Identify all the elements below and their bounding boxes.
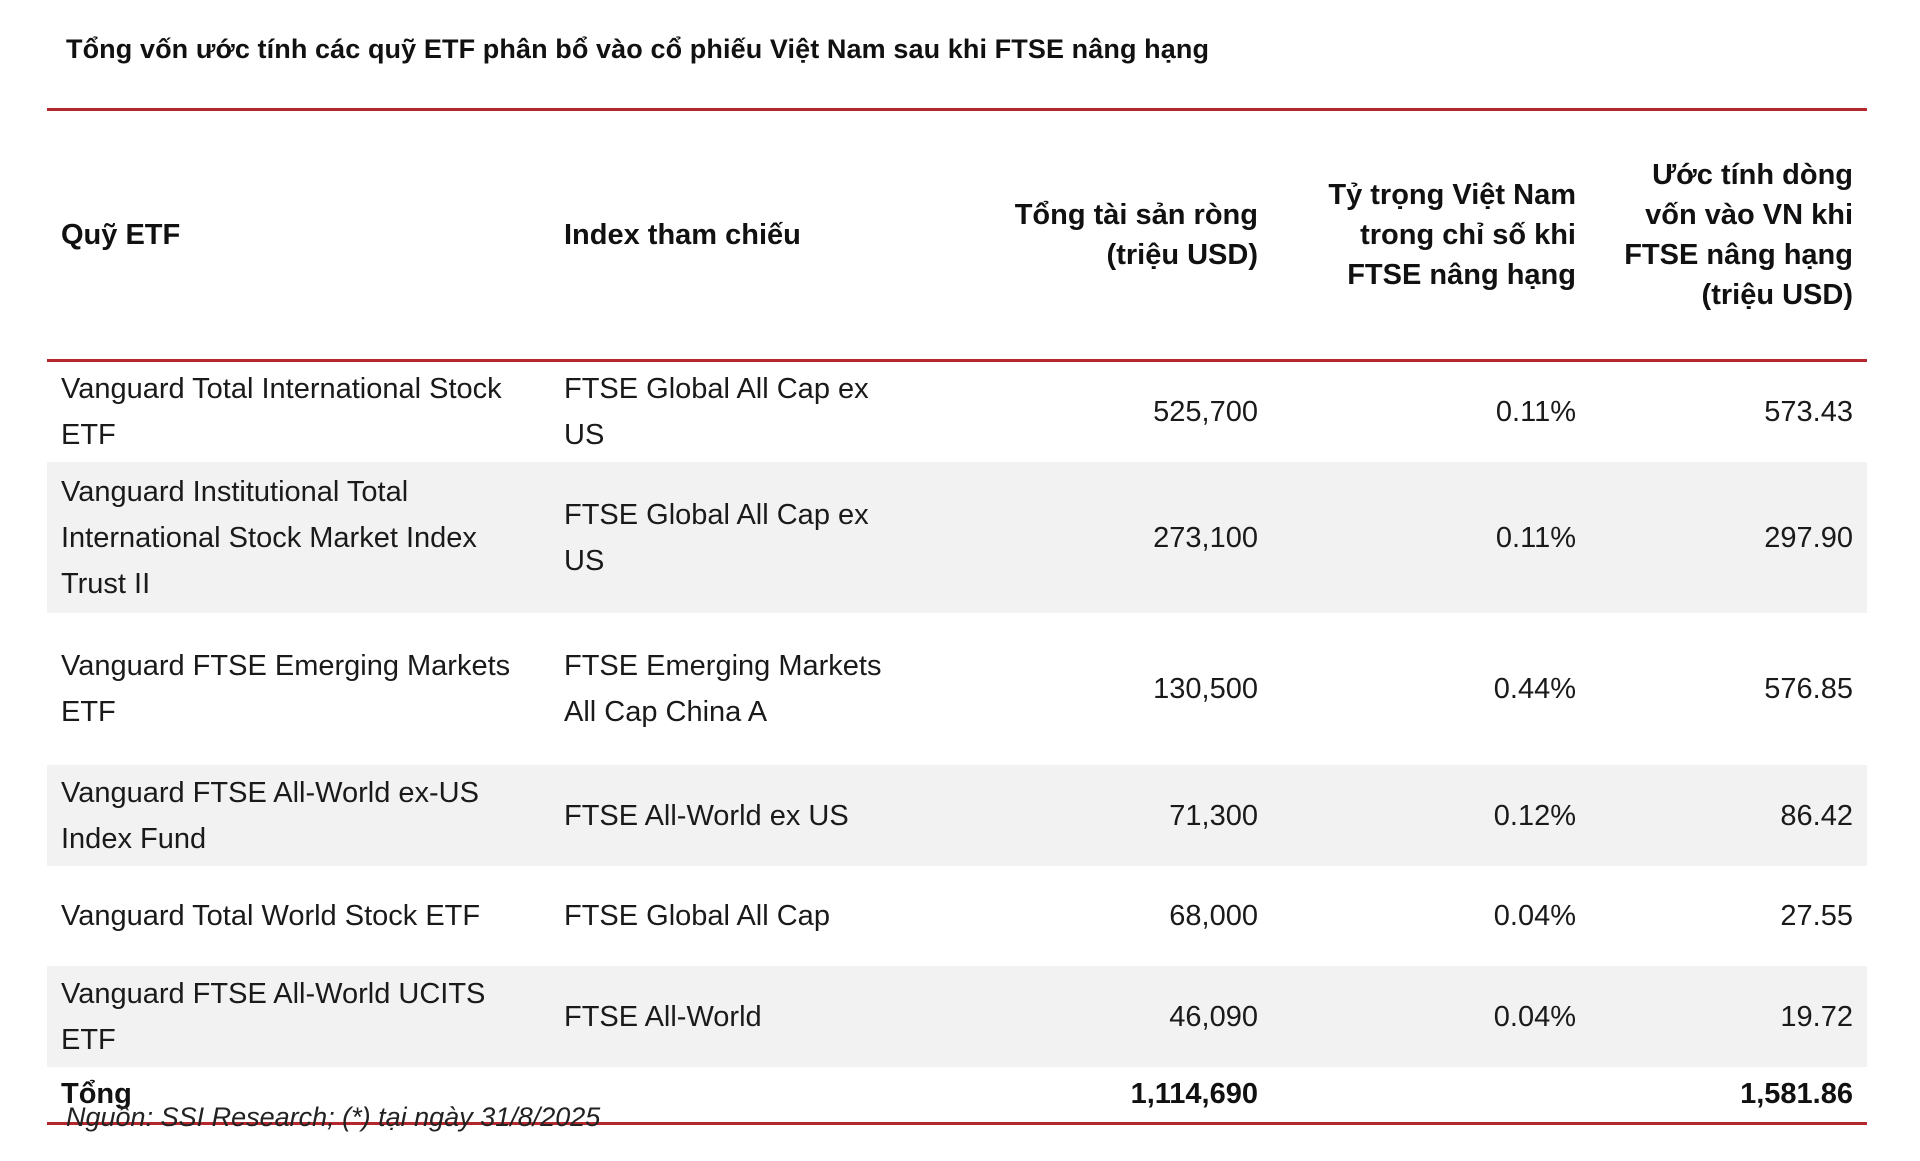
cell-net-assets: 130,500 <box>1153 673 1258 705</box>
header-net-assets: Tổng tài sản ròng (triệu USD) <box>1014 199 1258 271</box>
table-row: Vanguard Institutional Total Internation… <box>47 462 1867 613</box>
cell-index: FTSE All-World <box>550 966 925 1067</box>
table-body: Vanguard Total International Stock ETF F… <box>47 361 1867 1067</box>
cell-inflow: 297.90 <box>1590 462 1867 613</box>
cell-inflow: 19.72 <box>1590 966 1867 1067</box>
table-row: Vanguard Total World Stock ETF FTSE Glob… <box>47 866 1867 966</box>
table-row: Vanguard FTSE Emerging Markets ETF FTSE … <box>47 613 1867 765</box>
header-row: Quỹ ETF Index tham chiếu Tổng tài sản rò… <box>47 109 1867 361</box>
total-net-assets: 1,114,690 <box>1130 1078 1258 1110</box>
cell-index: FTSE Emerging Markets All Cap China A <box>564 650 882 728</box>
cell-net-assets: 525,700 <box>1153 396 1258 428</box>
header-vn-weight: Tỷ trọng Việt Nam trong chỉ số khi FTSE … <box>1328 179 1576 291</box>
cell-net-assets: 273,100 <box>925 462 1272 613</box>
cell-vn-weight: 0.11% <box>1495 396 1576 428</box>
table-row: Vanguard FTSE All-World UCITS ETF FTSE A… <box>47 966 1867 1067</box>
table-row: Vanguard Total International Stock ETF F… <box>47 361 1867 463</box>
header-inflow: Ước tính dòng vốn vào VN khi FTSE nâng h… <box>1624 159 1853 311</box>
cell-fund: Vanguard FTSE Emerging Markets ETF <box>61 650 511 728</box>
cell-inflow: 27.55 <box>1780 900 1853 932</box>
cell-index: FTSE All-World ex US <box>550 765 925 866</box>
cell-net-assets: 68,000 <box>1169 900 1258 932</box>
total-row: Tổng 1,114,690 1,581.86 <box>47 1067 1867 1124</box>
cell-index: FTSE Global All Cap ex US <box>550 462 925 613</box>
cell-fund: Vanguard Institutional Total Internation… <box>47 462 550 613</box>
table-footer: Tổng 1,114,690 1,581.86 <box>47 1067 1867 1124</box>
cell-inflow: 576.85 <box>1764 673 1853 705</box>
total-label: Tổng <box>61 1078 132 1110</box>
total-index-empty <box>550 1067 925 1124</box>
page-title: Tổng vốn ước tính các quỹ ETF phân bổ và… <box>66 34 1210 64</box>
table-row: Vanguard FTSE All-World ex-US Index Fund… <box>47 765 1867 866</box>
etf-table: Quỹ ETF Index tham chiếu Tổng tài sản rò… <box>47 108 1867 1125</box>
cell-inflow: 573.43 <box>1764 396 1853 428</box>
cell-vn-weight: 0.04% <box>1272 966 1590 1067</box>
table-header: Quỹ ETF Index tham chiếu Tổng tài sản rò… <box>47 109 1867 361</box>
cell-vn-weight: 0.04% <box>1493 900 1576 932</box>
cell-inflow: 86.42 <box>1590 765 1867 866</box>
cell-fund: Vanguard Total International Stock ETF <box>61 373 502 451</box>
total-vn-weight-empty <box>1272 1067 1590 1124</box>
cell-net-assets: 46,090 <box>925 966 1272 1067</box>
cell-fund: Vanguard FTSE All-World UCITS ETF <box>47 966 550 1067</box>
header-index: Index tham chiếu <box>564 219 801 251</box>
cell-vn-weight: 0.44% <box>1493 673 1576 705</box>
cell-vn-weight: 0.11% <box>1272 462 1590 613</box>
header-fund: Quỹ ETF <box>61 219 181 251</box>
etf-table-container: Quỹ ETF Index tham chiếu Tổng tài sản rò… <box>47 108 1867 1125</box>
total-inflow: 1,581.86 <box>1740 1078 1853 1110</box>
cell-index: FTSE Global All Cap <box>564 900 830 932</box>
cell-vn-weight: 0.12% <box>1272 765 1590 866</box>
source-note: Nguồn: SSI Research; (*) tại ngày 31/8/2… <box>66 1102 601 1132</box>
cell-net-assets: 71,300 <box>925 765 1272 866</box>
cell-fund: Vanguard Total World Stock ETF <box>61 900 481 932</box>
cell-index: FTSE Global All Cap ex US <box>564 373 869 451</box>
cell-fund: Vanguard FTSE All-World ex-US Index Fund <box>47 765 550 866</box>
